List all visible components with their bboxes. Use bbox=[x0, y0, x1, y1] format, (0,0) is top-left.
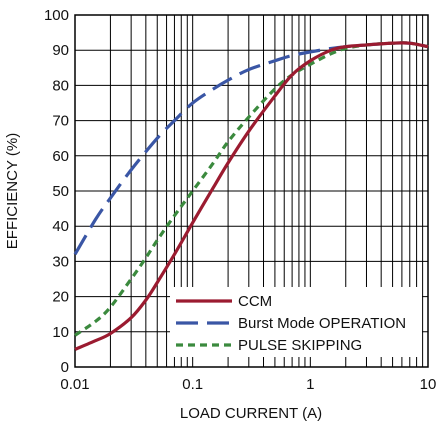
legend-label: Burst Mode OPERATION bbox=[238, 315, 406, 332]
series-line-ccm bbox=[74, 41, 429, 351]
y-tick-label: 60 bbox=[52, 148, 69, 165]
legend-label: PULSE SKIPPING bbox=[238, 337, 362, 354]
legend: CCM Burst Mode OPERATION PULSE SKIPPING bbox=[170, 287, 422, 357]
y-tick-label: 10 bbox=[52, 324, 69, 341]
y-tick-label: 20 bbox=[52, 289, 69, 306]
tick-labels: 0 10 20 30 40 50 60 70 80 90 100 0.01 0.1 1 10 bbox=[44, 7, 436, 393]
plot-frame bbox=[74, 14, 429, 368]
y-tick-label: 30 bbox=[52, 253, 69, 270]
y-tick-label: 80 bbox=[52, 77, 69, 94]
x-tick-label: 0.01 bbox=[60, 376, 89, 393]
y-tick-label: 0 bbox=[61, 359, 69, 376]
series-line-burst-mode-operation bbox=[73, 41, 429, 256]
x-tick-label: 10 bbox=[420, 376, 437, 393]
y-axis-title: EFFICIENCY (%) bbox=[4, 133, 21, 249]
x-tick-label: 0.1 bbox=[182, 376, 203, 393]
x-axis-title: LOAD CURRENT (A) bbox=[180, 405, 322, 422]
x-tick-label: 1 bbox=[306, 376, 314, 393]
series-layer bbox=[73, 41, 429, 351]
y-tick-label: 90 bbox=[52, 42, 69, 59]
y-tick-label: 100 bbox=[44, 7, 69, 24]
y-tick-label: 70 bbox=[52, 113, 69, 130]
legend-label: CCM bbox=[238, 293, 272, 310]
y-tick-label: 40 bbox=[52, 218, 69, 235]
y-tick-label: 50 bbox=[52, 183, 69, 200]
